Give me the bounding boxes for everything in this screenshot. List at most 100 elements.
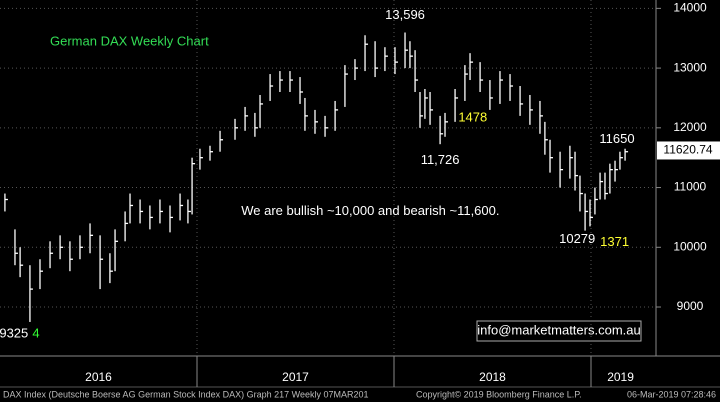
ohlc-bar [574,151,579,191]
x-tick-label: 2018 [479,370,506,384]
ohlc-bar [109,253,113,284]
ohlc-bar [187,199,191,224]
ohlc-bar [159,199,163,224]
ohlc-bar [289,71,293,92]
watermark: info@marketmatters.com.au [477,322,640,337]
ohlc-bar [179,193,184,221]
ohlc-bar [469,53,474,81]
ohlc-bar [414,50,419,92]
ohlc-bar [129,193,134,224]
ohlc-bar [259,94,264,128]
ohlc-bar [199,148,203,170]
ohlc-bar [79,235,83,260]
x-tick-label: 2019 [607,370,634,384]
ohlc-bar [624,148,629,161]
y-tick-label: 14000 [673,1,707,15]
ohlc-bar [234,118,239,140]
ohlc-bar [519,86,524,116]
y-tick-label: 11000 [674,180,707,194]
footer-right: 06-Mar-2019 07:28:46 [627,389,716,399]
ohlc-bar [269,74,274,101]
ohlc-bar [559,151,564,188]
ohlc-bar [544,121,548,155]
ohlc-bar [59,235,64,260]
last-price-box [657,141,720,160]
ohlc-bar [609,163,613,194]
annotation: 1478 [458,110,487,125]
ohlc-bar [424,89,428,119]
ohlc-bar [454,89,459,122]
ohlc-bar [14,229,18,266]
ohlc-bar [244,106,249,131]
ohlc-bar [569,145,573,179]
y-tick-label: 12000 [673,120,707,134]
ohlc-bar [69,241,73,272]
ohlc-bar [19,247,24,278]
annotation: 10279 [559,231,595,246]
ohlc-bar [419,91,423,128]
ohlc-bar [394,47,398,75]
ohlc-bar [39,259,43,290]
footer-center: Copyright© 2019 Bloomberg Finance L.P. [416,389,582,399]
ohlc-bar [219,130,224,152]
ohlc-bar [299,77,304,104]
ohlc-bar [114,229,119,272]
ohlc-bar [599,172,604,200]
y-tick-label: 9000 [677,299,704,313]
ohlc-bar [619,151,623,170]
ohlc-bar [489,80,493,110]
ohlc-bar [464,65,468,101]
ohlc-bar [499,71,503,104]
annotation: We are bullish ~10,000 and bearish ~11,6… [241,203,499,218]
ohlc-bar [584,193,589,231]
ohlc-bar [404,32,409,69]
ohlc-bar [304,97,308,131]
x-tick-label: 2017 [282,370,309,384]
annotation: 4 [32,325,39,340]
ohlc-bar [364,35,369,72]
ohlc-bar [529,94,533,125]
ohlc-bar [539,100,543,134]
x-tick-label: 2016 [85,370,112,384]
annotation: 11,726 [421,152,460,167]
ohlc-bar [29,265,33,322]
ohlc-bar [429,91,434,125]
ohlc-bar [324,115,329,137]
ohlc-bar [49,241,54,269]
annotation: 11650 [599,131,634,146]
ohlc-bar [589,199,594,227]
ohlc-bar [4,193,8,212]
ohlc-bar [409,41,413,69]
watermark-box [476,320,642,342]
ohlc-bar [149,205,153,230]
ohlc-bar [604,172,608,200]
ohlc-bar [384,47,388,72]
ohlc-bar [89,223,94,254]
y-tick-label: 10000 [673,239,707,253]
ohlc-bar [314,109,318,134]
ohlc-bar [169,205,174,233]
ohlc-bar [374,41,379,78]
ohlc-bar [344,65,348,107]
ohlc-bar [444,112,449,137]
ohlc-bar [614,160,619,182]
ohlc-bar [579,175,583,212]
ohlc-bar [191,157,196,215]
footer-left: DAX Index (Deutsche Boerse AG German Sto… [3,389,369,399]
ohlc-bar [479,62,484,92]
ohlc-bar [99,235,104,290]
annotation: 13,596 [385,7,425,22]
last-price-label: 11620.74 [663,143,712,157]
ohlc-bar [124,211,129,242]
ohlc-bar [594,187,598,215]
y-tick-label: 13000 [673,60,707,74]
ohlc-bar [439,115,444,145]
ohlc-bar [354,59,358,81]
chart-title: German DAX Weekly Chart [50,33,209,48]
ohlc-bar [334,100,339,131]
ohlc-bar [139,199,144,224]
ohlc-bar [254,112,258,137]
annotation: 9325 [0,325,28,340]
